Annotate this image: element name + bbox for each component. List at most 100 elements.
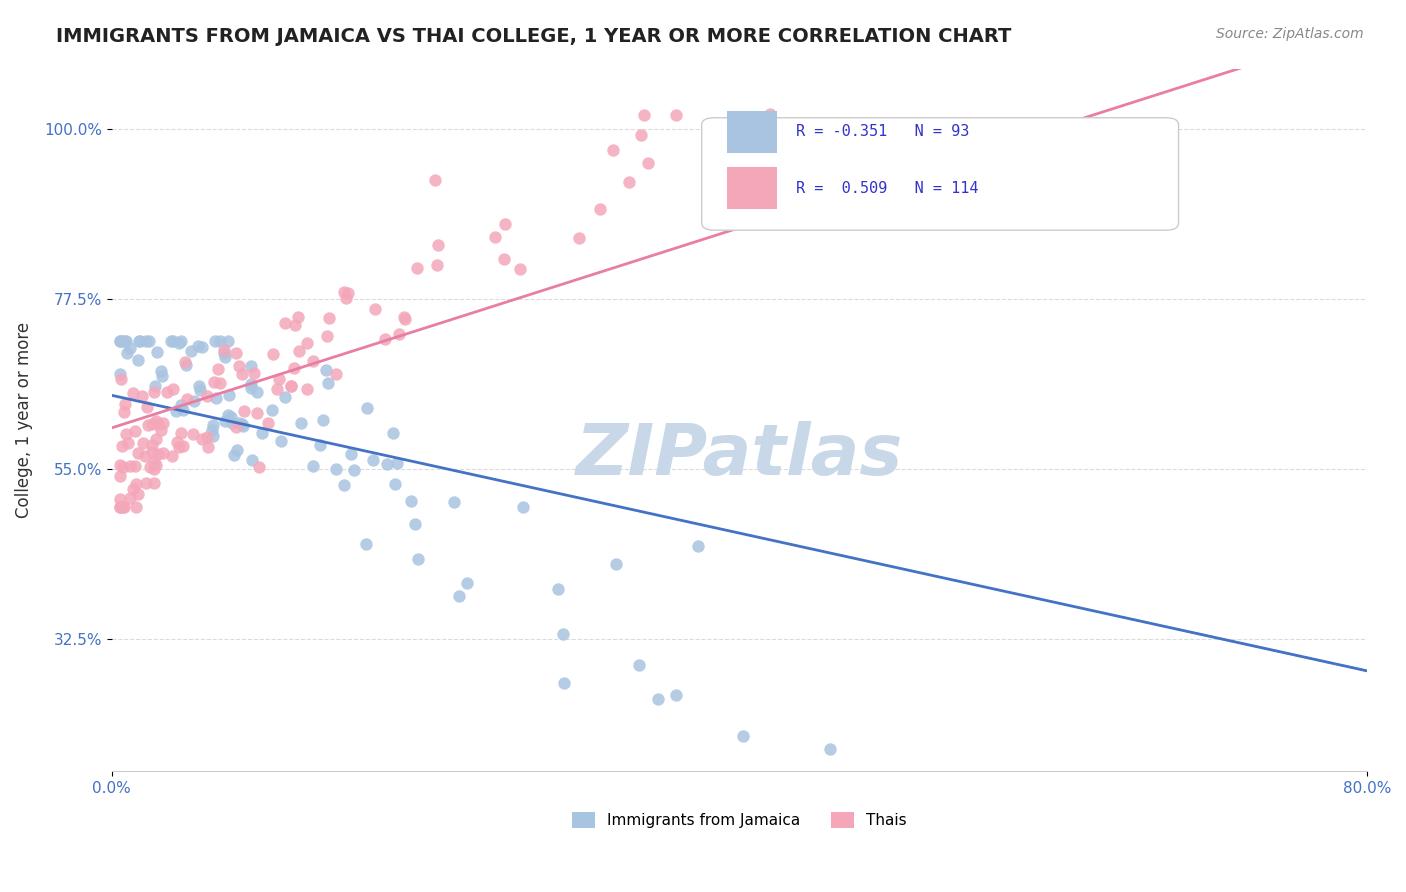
Point: [146, 447, 169, 461]
Point: [290, 417, 312, 431]
Point: [108, 334, 131, 348]
Point: [111, 334, 134, 348]
Point: [136, 400, 159, 414]
Point: [492, 252, 515, 266]
Point: [201, 429, 224, 443]
Point: [127, 446, 149, 460]
Point: [145, 432, 167, 446]
Point: [250, 425, 273, 440]
Point: [150, 364, 173, 378]
Point: [152, 446, 174, 460]
Point: [170, 398, 193, 412]
Point: [121, 386, 143, 401]
Point: [115, 346, 138, 360]
Point: [246, 385, 269, 400]
Point: [731, 730, 754, 744]
Point: [288, 344, 311, 359]
Point: [228, 359, 250, 373]
Point: [232, 404, 254, 418]
Bar: [727, 111, 778, 153]
Point: [217, 408, 239, 422]
Point: [273, 391, 295, 405]
Point: [197, 440, 219, 454]
Point: [553, 626, 575, 640]
Point: [553, 676, 575, 690]
Point: [136, 418, 159, 433]
Y-axis label: College, 1 year or more: College, 1 year or more: [15, 322, 32, 518]
Point: [759, 107, 782, 121]
Point: [112, 500, 135, 514]
Point: [134, 449, 156, 463]
Point: [141, 417, 163, 432]
Point: [301, 353, 323, 368]
Point: [183, 393, 205, 408]
Point: [568, 231, 591, 245]
Point: [225, 420, 247, 434]
Point: [108, 334, 131, 348]
Point: [356, 401, 378, 416]
Point: [374, 332, 396, 346]
Point: [191, 432, 214, 446]
Legend: Immigrants from Jamaica, Thais: Immigrants from Jamaica, Thais: [565, 805, 912, 834]
Point: [128, 334, 150, 348]
Point: [195, 429, 218, 443]
Point: [162, 382, 184, 396]
Point: [404, 517, 426, 532]
Point: [114, 397, 136, 411]
Point: [122, 482, 145, 496]
Point: [207, 362, 229, 376]
Point: [315, 363, 337, 377]
Point: [408, 552, 430, 566]
Text: ZIPatlas: ZIPatlas: [575, 421, 903, 490]
Point: [605, 558, 627, 572]
Point: [174, 358, 197, 372]
Point: [128, 334, 150, 348]
Point: [209, 334, 232, 348]
Point: [150, 423, 173, 437]
Point: [115, 334, 138, 348]
Point: [312, 413, 335, 427]
Point: [212, 345, 235, 359]
Point: [388, 327, 411, 342]
Point: [364, 302, 387, 317]
Point: [246, 406, 269, 420]
Point: [167, 336, 190, 351]
Point: [111, 500, 134, 514]
Point: [316, 376, 339, 390]
Point: [283, 361, 305, 376]
Point: [494, 217, 516, 231]
Point: [231, 417, 253, 431]
Text: R =  0.509   N = 114: R = 0.509 N = 114: [796, 180, 979, 195]
Point: [115, 426, 138, 441]
Point: [127, 352, 149, 367]
Point: [212, 343, 235, 358]
Text: IMMIGRANTS FROM JAMAICA VS THAI COLLEGE, 1 YEAR OR MORE CORRELATION CHART: IMMIGRANTS FROM JAMAICA VS THAI COLLEGE,…: [56, 27, 1011, 45]
Point: [170, 334, 193, 348]
Point: [221, 416, 243, 430]
Point: [143, 476, 166, 491]
Point: [135, 476, 157, 491]
Point: [138, 334, 160, 348]
Point: [202, 375, 225, 389]
Point: [124, 425, 146, 439]
Point: [108, 492, 131, 507]
Point: [686, 539, 709, 553]
Point: [231, 367, 253, 381]
Point: [125, 476, 148, 491]
Point: [141, 445, 163, 459]
Point: [318, 310, 340, 325]
Point: [183, 426, 205, 441]
Point: [226, 442, 249, 457]
Point: [111, 460, 134, 475]
Point: [131, 389, 153, 403]
Point: [195, 389, 218, 403]
Point: [627, 657, 650, 672]
Point: [142, 462, 165, 476]
Point: [204, 334, 226, 348]
Point: [214, 414, 236, 428]
Point: [188, 383, 211, 397]
Point: [201, 423, 224, 437]
Point: [354, 537, 377, 551]
Point: [141, 438, 163, 452]
Point: [143, 455, 166, 469]
